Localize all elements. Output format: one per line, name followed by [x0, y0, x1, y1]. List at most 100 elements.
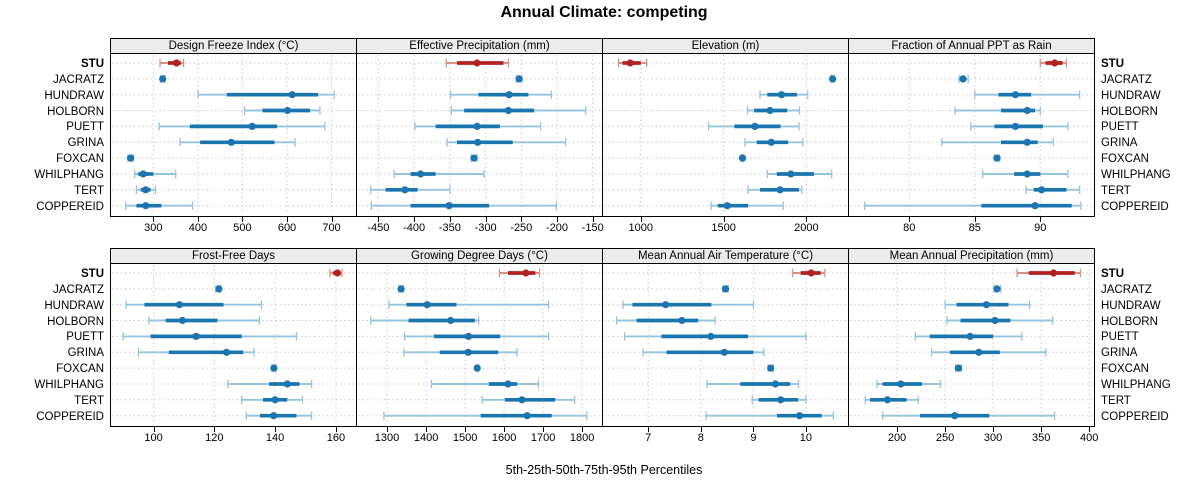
station-label-right-foxcan: FOXCAN	[1101, 363, 1149, 376]
strip-label-mean-annual-air-temperature-c: Mean Annual Air Temperature (°C)	[602, 248, 849, 264]
interval-FOXCAN	[470, 153, 478, 163]
median-dot	[829, 75, 837, 83]
interval-TERT	[369, 185, 451, 194]
interval-FOXCAN	[127, 153, 135, 163]
interval-GRINA	[179, 138, 296, 147]
interval-HUNDRAW	[974, 90, 1081, 99]
interval-COPPEREID	[245, 411, 313, 420]
tick-mark	[909, 217, 911, 222]
median-dot	[504, 106, 512, 115]
median-dot	[142, 202, 150, 210]
median-dot	[473, 59, 481, 67]
tick-mark	[153, 427, 155, 432]
median-dot	[787, 170, 795, 178]
plot-svg	[358, 265, 601, 424]
tick-label: 1600	[491, 432, 517, 444]
interval-HUNDRAW	[449, 90, 552, 99]
tick-label: 160	[326, 432, 346, 444]
tick-mark	[592, 217, 594, 222]
strip-label-mean-annual-precipitation-mm: Mean Annual Precipitation (mm)	[848, 248, 1095, 264]
median-dot	[662, 301, 670, 309]
panel-mean-annual-air-temperature-c: Mean Annual Air Temperature (°C) 7 8 9 10	[602, 248, 849, 449]
median-dot	[178, 316, 186, 325]
interval-JACRATZ	[993, 284, 1002, 294]
tick-label: -400	[403, 222, 426, 234]
median-dot	[959, 75, 967, 83]
median-dot	[175, 301, 183, 309]
interval-HOLBORN	[946, 316, 1054, 325]
tick-mark	[648, 427, 650, 432]
tick-mark	[723, 217, 725, 222]
interval-JACRATZ	[397, 284, 405, 294]
interval-STU	[617, 58, 648, 68]
median-dot	[1023, 138, 1031, 146]
tick-mark	[640, 217, 642, 222]
interval-TERT	[747, 185, 803, 194]
interval-WHILPHANG	[766, 169, 833, 179]
interval-HOLBORN	[148, 316, 260, 325]
tick-label: 1400	[413, 432, 439, 444]
tick-label: 7	[645, 432, 652, 444]
interval-FOXCAN	[954, 363, 963, 373]
median-dot	[401, 186, 409, 194]
tick-label: -300	[474, 222, 497, 234]
interval-HOLBORN	[746, 106, 801, 115]
interval-HUNDRAW	[759, 90, 809, 99]
tick-mark	[387, 427, 388, 432]
interval-HUNDRAW	[125, 300, 263, 309]
median-dot	[445, 202, 453, 210]
panel-mean-annual-precipitation-mm: Mean Annual Precipitation (mm) 200 250 300 3…	[848, 248, 1098, 449]
plot-region-design-freeze-index-c	[110, 54, 357, 217]
median-dot	[751, 122, 759, 130]
median-dot	[423, 301, 431, 309]
interval-FOXCAN	[270, 363, 278, 373]
tick-mark	[1089, 427, 1091, 432]
station-label-right-hundraw: HUNDRAW	[1101, 299, 1161, 312]
station-label-left-foxcan: FOXCAN	[56, 363, 104, 376]
plot-svg	[358, 55, 601, 214]
plot-region-frost-free-days	[110, 264, 357, 427]
tick-mark	[521, 217, 523, 222]
median-dot	[1023, 170, 1031, 178]
interval-COPPEREID	[370, 201, 557, 210]
plot-svg	[850, 265, 1093, 424]
interval-TERT	[135, 185, 157, 194]
tick-label: 9	[750, 432, 757, 444]
median-dot	[227, 138, 235, 146]
tick-mark	[378, 217, 380, 222]
median-dot	[1051, 59, 1059, 67]
plot-svg	[604, 265, 847, 424]
tick-label: 120	[205, 432, 224, 444]
tick-mark	[1040, 217, 1042, 222]
interval-STU	[1039, 58, 1068, 68]
median-dot	[796, 412, 804, 420]
tick-label: 1700	[530, 432, 556, 444]
interval-PUETT	[414, 122, 542, 131]
tick-label: 10	[799, 432, 813, 444]
tick-mark	[485, 217, 487, 222]
median-dot	[982, 301, 990, 309]
tick-label: 1800	[569, 432, 595, 444]
interval-HOLBORN	[450, 106, 587, 115]
tick-label: 8	[697, 432, 704, 444]
tick-label: 1500	[711, 222, 736, 234]
tick-label: -350	[438, 222, 461, 234]
tick-mark	[805, 427, 807, 432]
tick-label: 80	[903, 222, 916, 234]
tick-mark	[426, 427, 428, 432]
station-label-left-puett: PUETT	[66, 121, 104, 134]
interval-TERT	[864, 395, 919, 404]
tick-label: 350	[1032, 432, 1051, 444]
interval-COPPEREID	[881, 411, 1056, 420]
tick-label: 500	[233, 222, 252, 234]
interval-STU	[1016, 268, 1082, 278]
median-dot	[807, 269, 815, 277]
tick-mark	[974, 217, 976, 222]
interval-COPPEREID	[125, 201, 194, 210]
station-label-right-jacratz: JACRATZ	[1101, 283, 1152, 296]
station-label-left-holborn: HOLBORN	[47, 105, 104, 118]
station-label-left-tert: TERT	[74, 394, 104, 407]
station-label-left-holborn: HOLBORN	[47, 315, 104, 328]
tick-mark	[582, 427, 584, 432]
interval-TERT	[481, 395, 576, 404]
